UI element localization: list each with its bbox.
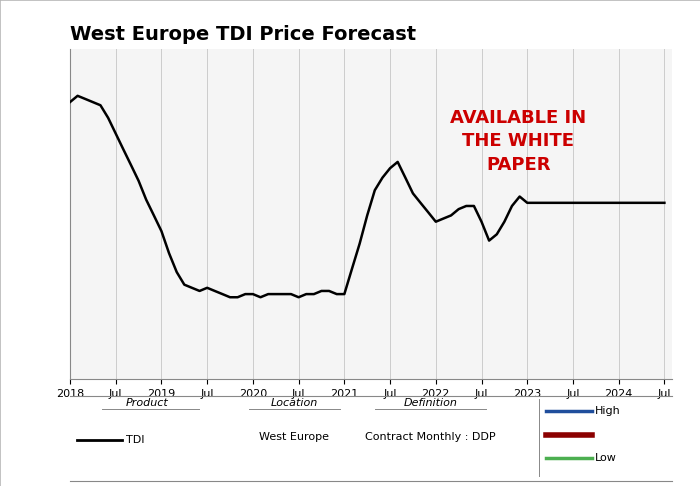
Text: West Europe: West Europe — [259, 432, 329, 442]
Text: Definition: Definition — [404, 398, 457, 408]
Text: AVAILABLE IN
THE WHITE
PAPER: AVAILABLE IN THE WHITE PAPER — [450, 108, 587, 174]
Text: TDI: TDI — [126, 435, 144, 445]
Text: West Europe TDI Price Forecast: West Europe TDI Price Forecast — [70, 24, 416, 44]
Text: Product: Product — [125, 398, 169, 408]
Text: High: High — [595, 406, 621, 416]
Text: Contract Monthly : DDP: Contract Monthly : DDP — [365, 432, 496, 442]
Text: Low: Low — [595, 453, 617, 463]
Text: Location: Location — [270, 398, 318, 408]
